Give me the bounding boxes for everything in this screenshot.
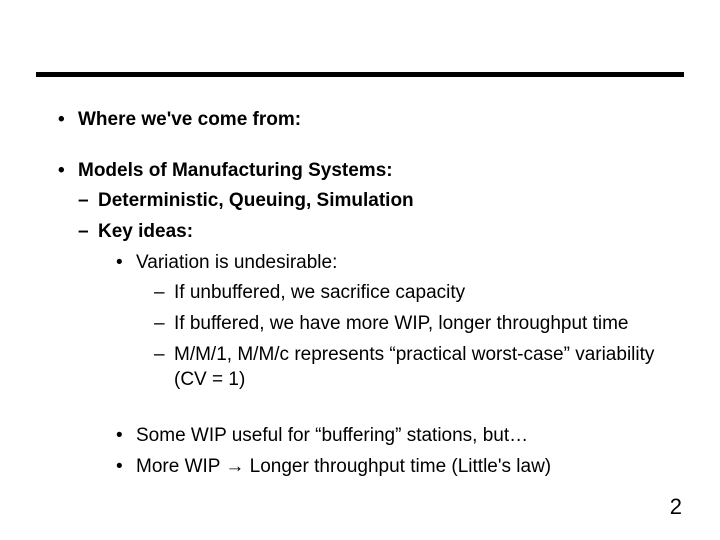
spacer — [58, 139, 680, 159]
bullet-models-heading: Models of Manufacturing Systems: — [58, 159, 680, 184]
slide: Where we've come from: Models of Manufac… — [0, 0, 720, 540]
slide-body: Where we've come from: Models of Manufac… — [58, 108, 680, 486]
horizontal-rule — [36, 72, 684, 77]
bullet-buffered: If buffered, we have more WIP, longer th… — [154, 312, 680, 337]
bullet-where-from: Where we've come from: — [58, 108, 680, 133]
bullet-unbuffered: If unbuffered, we sacrifice capacity — [154, 281, 680, 306]
bullet-some-wip: Some WIP useful for “buffering” stations… — [116, 424, 680, 449]
bullet-more-wip: More WIP → Longer throughput time (Littl… — [116, 455, 680, 480]
bullet-model-types: Deterministic, Queuing, Simulation — [78, 189, 680, 214]
page-number: 2 — [670, 494, 682, 520]
bullet-key-ideas: Key ideas: — [78, 220, 680, 245]
bullet-mm1-mmc: M/M/1, M/M/c represents “practical worst… — [154, 343, 680, 392]
spacer — [58, 398, 680, 424]
bullet-variation-undesirable: Variation is undesirable: — [116, 251, 680, 276]
